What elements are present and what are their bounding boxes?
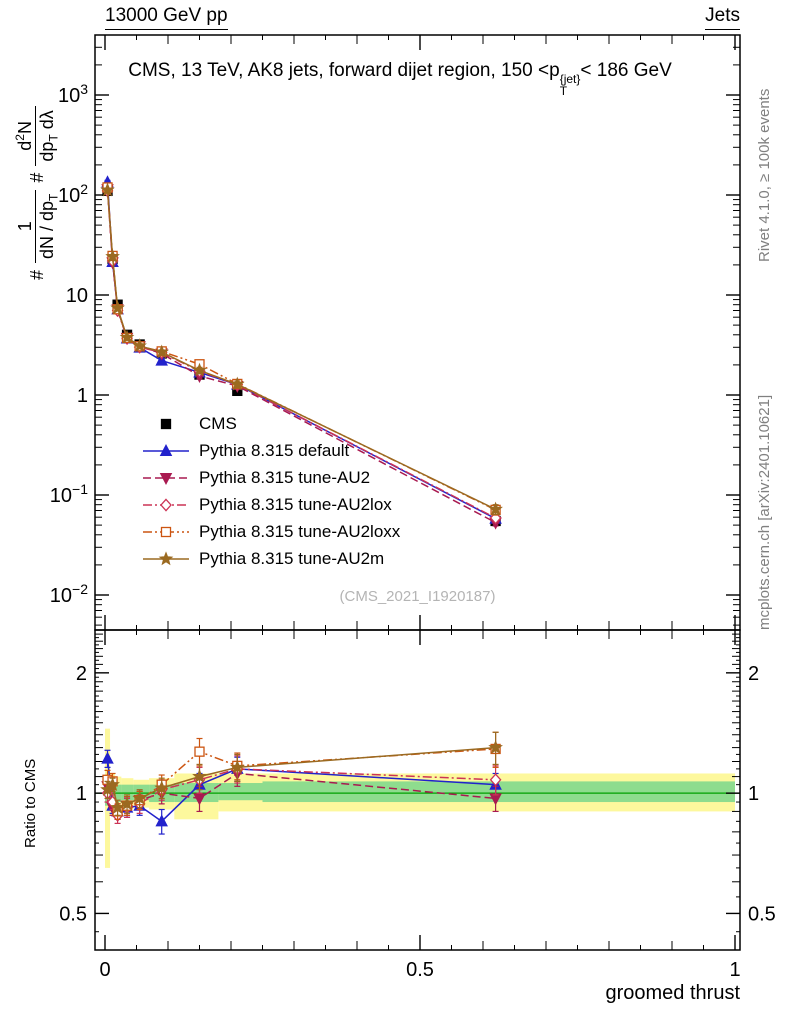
legend-item: Pythia 8.315 tune-AU2lox [142, 491, 400, 518]
legend-marker-icon [143, 526, 189, 537]
ratio-y-axis-title: Ratio to CMS [22, 758, 39, 848]
legend-marker-icon [143, 443, 189, 456]
x-axis-title: groomed thrust [605, 982, 740, 1004]
analysis-id-watermark: (CMS_2021_I1920187) [339, 588, 496, 605]
analysis-group-label: Jets [705, 5, 740, 30]
legend: CMS Pythia 8.315 default Pythia 8.315 tune… [142, 410, 400, 572]
svg-text:10: 10 [66, 285, 88, 307]
ylabel-hash-1: # [27, 269, 48, 280]
legend-label: CMS [199, 413, 237, 433]
svg-text:1: 1 [77, 385, 88, 407]
axis-ticks [95, 35, 740, 950]
pt-jet-subsup: {jet} T [560, 73, 581, 97]
ratio-panel-frame [94, 629, 741, 951]
plot-title-post: < 186 GeV [580, 60, 672, 81]
svg-text:103: 103 [58, 81, 88, 107]
legend-item: CMS [142, 410, 400, 437]
legend-item: Pythia 8.315 tune-AU2loxx [142, 518, 400, 545]
svg-text:102: 102 [58, 181, 88, 207]
pt-subscript: T [559, 84, 568, 98]
svg-text:2: 2 [748, 663, 759, 685]
legend-label: Pythia 8.315 default [199, 440, 350, 460]
ylabel-hash-2: # [27, 172, 48, 183]
legend-item: Pythia 8.315 tune-AU2m [142, 545, 400, 572]
svg-text:10−2: 10−2 [50, 581, 88, 607]
ylabel-fraction-1: 1 dN / dpT [15, 189, 61, 263]
svg-text:1: 1 [76, 783, 87, 805]
svg-text:0.5: 0.5 [748, 903, 776, 925]
pt-superscript: {jet} [559, 72, 581, 86]
svg-text:0.5: 0.5 [406, 959, 434, 981]
legend-label: Pythia 8.315 tune-AU2loxx [199, 521, 401, 541]
legend-marker-icon [143, 472, 189, 485]
legend-label: Pythia 8.315 tune-AU2m [199, 548, 385, 568]
legend-marker-icon [143, 497, 189, 512]
svg-text:1: 1 [748, 783, 759, 805]
legend-item: Pythia 8.315 default [142, 437, 400, 464]
plot-title: CMS, 13 TeV, AK8 jets, forward dijet reg… [55, 60, 745, 97]
mcplots-credit-label: mcplots.cern.ch [arXiv:2401.10621] [756, 394, 773, 630]
svg-text:10−1: 10−1 [50, 481, 88, 507]
legend-label: Pythia 8.315 tune-AU2 [199, 467, 371, 487]
legend-marker-icon [143, 550, 189, 565]
svg-text:1: 1 [729, 959, 740, 981]
rivet-version-label: Rivet 4.1.0, ≥ 100k events [756, 88, 773, 262]
beam-energy-label: 13000 GeV pp [105, 5, 228, 30]
legend-label: Pythia 8.315 tune-AU2lox [199, 494, 392, 514]
uncertainty-bands [95, 728, 740, 868]
series-main [100, 182, 503, 516]
legend-item: Pythia 8.315 tune-AU2 [142, 464, 400, 491]
y-axis-title: # 1 dN / dpT # d2N dpT dλ [13, 35, 62, 280]
svg-text:0: 0 [99, 959, 110, 981]
ylabel-fraction-2: d2N dpT dλ [13, 106, 62, 166]
legend-marker-icon [160, 418, 172, 429]
svg-text:0.5: 0.5 [59, 903, 87, 925]
series-ratio [100, 731, 503, 816]
plot-title-pre: CMS, 13 TeV, AK8 jets, forward dijet reg… [128, 60, 560, 81]
svg-text:2: 2 [76, 663, 87, 685]
